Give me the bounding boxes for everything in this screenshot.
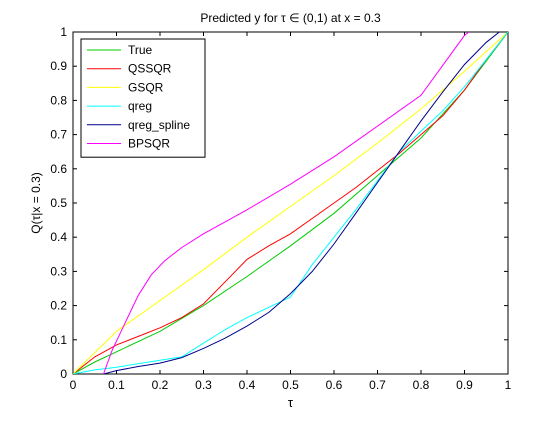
legend-box — [80, 38, 206, 158]
legend-label: QSSQR — [128, 62, 172, 76]
legend-label: GSQR — [128, 80, 164, 94]
series-line-qreg-spline — [103, 32, 500, 374]
x-tick-label: 0.6 — [326, 378, 343, 392]
y-tick-label: 0.6 — [50, 162, 67, 176]
legend-label: qreg_spline — [128, 118, 190, 132]
x-tick-label: 0.2 — [152, 378, 169, 392]
y-tick-label: 1 — [60, 25, 67, 39]
y-tick-label: 0.3 — [50, 264, 67, 278]
legend-label: True — [128, 43, 153, 57]
y-tick-label: 0.9 — [50, 59, 67, 73]
y-tick-label: 0.7 — [50, 128, 67, 142]
legend: True QSSQR GSQR qreg qreg_spline BPSQR — [80, 38, 206, 158]
y-axis-label: Q(τ|x = 0.3) — [29, 172, 43, 234]
y-tick-label: 0.1 — [50, 333, 67, 347]
x-tick-label: 0.5 — [282, 378, 299, 392]
legend-label: qreg — [128, 99, 152, 113]
series-line-bpsqr — [103, 32, 470, 374]
series-line-qreg — [73, 32, 508, 374]
y-tick-label: 0.2 — [50, 299, 67, 313]
y-tick-label: 0.5 — [50, 196, 67, 210]
series-line-true — [73, 32, 508, 374]
x-tick-label: 0 — [70, 378, 77, 392]
chart-title: Predicted y for τ ∈ (0,1) at x = 0.3 — [200, 11, 381, 25]
y-tick-label: 0 — [60, 367, 67, 381]
series-line-gsqr — [73, 32, 508, 374]
x-tick-label: 0.1 — [108, 378, 125, 392]
x-tick-label: 1 — [505, 378, 512, 392]
legend-label: BPSQR — [128, 137, 170, 151]
x-tick-label: 0.3 — [195, 378, 212, 392]
x-tick-label: 0.8 — [413, 378, 430, 392]
x-tick-label: 0.4 — [239, 378, 256, 392]
y-tick-label: 0.8 — [50, 93, 67, 107]
series-line-qssqr — [73, 32, 508, 374]
x-axis-label: τ — [288, 395, 294, 410]
x-tick-label: 0.9 — [456, 378, 473, 392]
x-tick-label: 0.7 — [369, 378, 386, 392]
y-tick-label: 0.4 — [50, 230, 67, 244]
